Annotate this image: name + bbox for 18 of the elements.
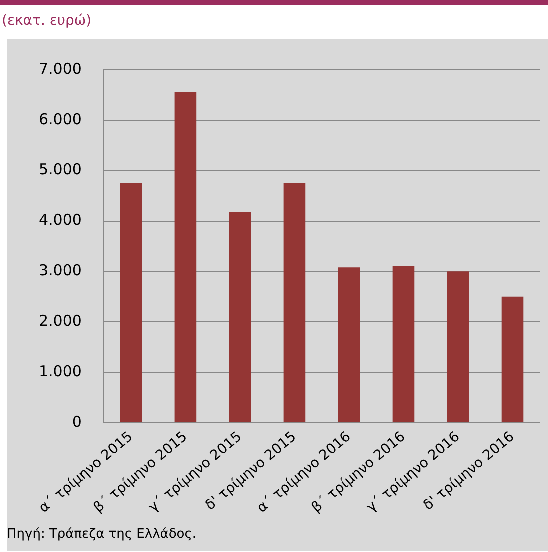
- bar: [174, 92, 197, 422]
- y-tick-label: 7.000: [38, 60, 82, 78]
- bar: [392, 266, 415, 422]
- y-tick-label: 2.000: [38, 312, 82, 330]
- y-tick-label: 5.000: [38, 160, 82, 179]
- bar: [502, 296, 524, 422]
- y-tick-label: 6.000: [38, 110, 82, 128]
- bar: [120, 183, 142, 422]
- bar: [447, 272, 470, 422]
- bar: [284, 182, 306, 422]
- y-tick-label: 4.000: [38, 211, 82, 230]
- y-tick-label: 1.000: [38, 362, 82, 380]
- text: Πηγή: Τράπεζα της Ελλάδος.: [7, 527, 198, 542]
- bar: [229, 212, 252, 422]
- bar: [338, 268, 360, 422]
- y-tick-label: 0: [72, 412, 82, 431]
- chart-subtitle: (εκατ. ευρώ): [1, 12, 93, 31]
- y-tick-label: 3.000: [38, 262, 82, 280]
